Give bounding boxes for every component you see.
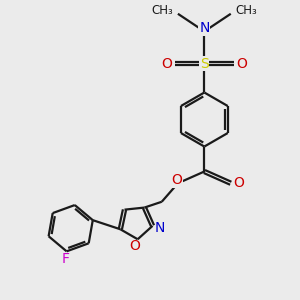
Text: F: F — [61, 252, 69, 266]
Text: O: O — [129, 239, 140, 253]
Text: CH₃: CH₃ — [235, 4, 257, 17]
Text: N: N — [199, 22, 209, 35]
Text: S: S — [200, 57, 209, 71]
Text: CH₃: CH₃ — [152, 4, 173, 17]
Text: O: O — [171, 173, 182, 187]
Text: N: N — [155, 221, 165, 235]
Text: O: O — [236, 57, 247, 71]
Text: O: O — [234, 176, 244, 190]
Text: O: O — [161, 57, 172, 71]
